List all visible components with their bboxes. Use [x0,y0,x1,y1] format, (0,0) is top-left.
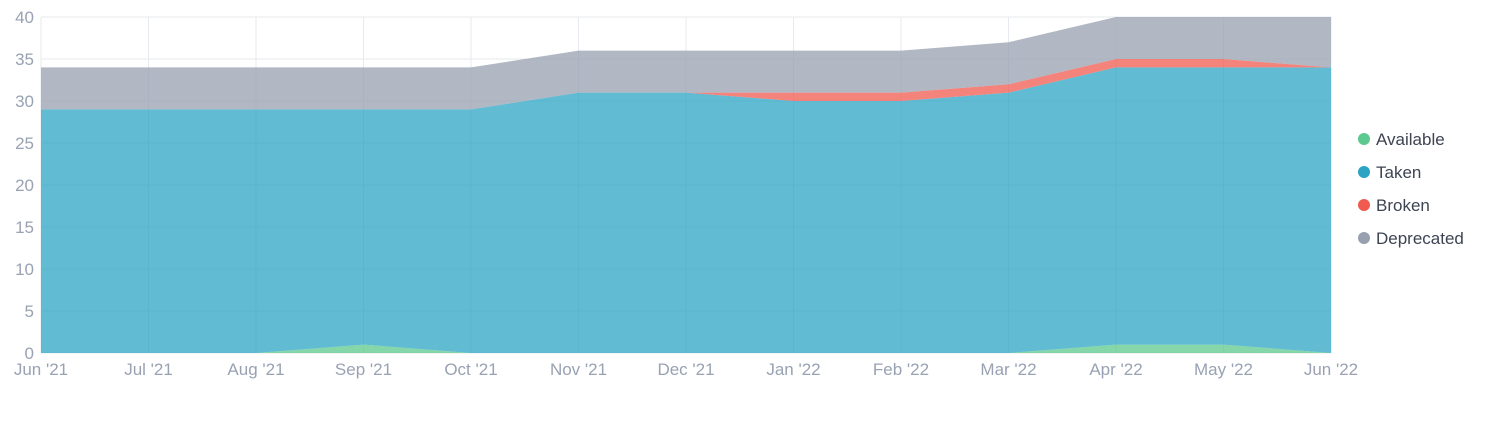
y-tick-label: 0 [25,344,34,363]
x-tick-label: Jul '21 [124,360,173,379]
y-tick-label: 30 [15,92,34,111]
y-tick-label: 5 [25,302,34,321]
x-tick-label: Mar '22 [980,360,1036,379]
y-axis-ticks: 0 5 10 15 20 25 30 35 40 [15,8,34,363]
area-series-taken [41,67,1331,354]
legend-item-deprecated[interactable]: Deprecated [1358,229,1464,248]
x-axis-ticks: Jun '21 Jul '21 Aug '21 Sep '21 Oct '21 Nov '… [14,360,1358,379]
x-tick-label: Jun '22 [1304,360,1358,379]
y-tick-label: 25 [15,134,34,153]
legend-label: Available [1376,130,1445,149]
legend-label: Taken [1376,163,1421,182]
area-series-deprecated [41,17,1331,110]
y-tick-label: 10 [15,260,34,279]
x-tick-label: Oct '21 [444,360,497,379]
y-tick-label: 35 [15,50,34,69]
x-tick-label: Dec '21 [657,360,714,379]
x-tick-label: Jun '21 [14,360,68,379]
x-tick-label: Sep '21 [335,360,392,379]
area-series-available [41,344,1331,353]
legend-swatch [1358,166,1370,178]
x-tick-label: Nov '21 [550,360,607,379]
y-tick-label: 20 [15,176,34,195]
legend-swatch [1358,232,1370,244]
legend-label: Deprecated [1376,229,1464,248]
area-series-layer [41,17,1331,354]
x-tick-label: Feb '22 [873,360,929,379]
y-tick-label: 15 [15,218,34,237]
y-tick-label: 40 [15,8,34,27]
area-series-broken [41,59,1331,110]
legend: Available Taken Broken Deprecated [1358,130,1464,248]
legend-swatch [1358,133,1370,145]
x-tick-label: Apr '22 [1089,360,1142,379]
legend-item-broken[interactable]: Broken [1358,196,1430,215]
legend-item-available[interactable]: Available [1358,130,1445,149]
x-tick-label: Jan '22 [766,360,820,379]
x-tick-label: May '22 [1194,360,1253,379]
legend-label: Broken [1376,196,1430,215]
legend-swatch [1358,199,1370,211]
x-tick-label: Aug '21 [227,360,284,379]
legend-item-taken[interactable]: Taken [1358,163,1421,182]
